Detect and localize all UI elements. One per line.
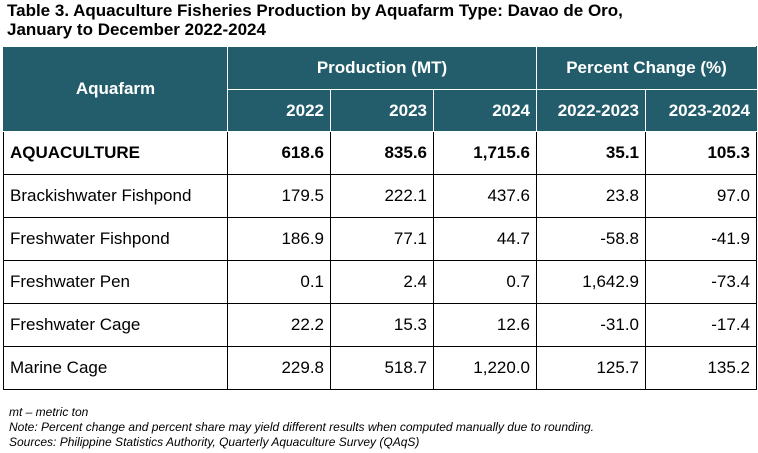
- cell-2023: 835.6: [330, 131, 434, 175]
- cell-change-2023-2024: 105.3: [645, 131, 758, 175]
- cell-2024: 1,715.6: [432, 131, 538, 175]
- cell-2023: 518.7: [330, 346, 434, 390]
- cell-change-2022-2023: 1,642.9: [536, 260, 647, 304]
- cell-2024: 44.7: [432, 217, 538, 261]
- cell-change-2022-2023: 23.8: [536, 174, 647, 218]
- cell-2024: 437.6: [432, 174, 538, 218]
- header-change-2023-2024: 2023-2024: [645, 89, 758, 132]
- rounding-note: Note: Percent change and percent share m…: [9, 420, 595, 434]
- header-year-2023: 2023: [330, 89, 434, 132]
- cell-change-2022-2023: 125.7: [536, 346, 647, 390]
- header-aquafarm: Aquafarm: [3, 46, 228, 132]
- table-row-aquaculture: AQUACULTURE 618.6 835.6 1,715.6 35.1 105…: [3, 131, 758, 175]
- table-title: Table 3. Aquaculture Fisheries Productio…: [7, 1, 752, 39]
- table-row: Freshwater Cage 22.2 15.3 12.6 -31.0 -17…: [3, 303, 758, 347]
- cell-2023: 2.4: [330, 260, 434, 304]
- cell-2022: 229.8: [227, 346, 331, 390]
- row-name: Freshwater Cage: [3, 303, 228, 347]
- row-name: AQUACULTURE: [3, 131, 228, 175]
- table-row: Freshwater Pen 0.1 2.4 0.7 1,642.9 -73.4: [3, 260, 758, 304]
- header-percent-change: Percent Change (%): [536, 46, 758, 90]
- cell-change-2022-2023: -58.8: [536, 217, 647, 261]
- cell-2023: 15.3: [330, 303, 434, 347]
- header-change-2022-2023: 2022-2023: [536, 89, 647, 132]
- row-name: Brackishwater Fishpond: [3, 174, 228, 218]
- cell-2022: 618.6: [227, 131, 331, 175]
- cell-change-2022-2023: 35.1: [536, 131, 647, 175]
- cell-2023: 77.1: [330, 217, 434, 261]
- cell-2022: 0.1: [227, 260, 331, 304]
- cell-2024: 0.7: [432, 260, 538, 304]
- table-title-line-1: Table 3. Aquaculture Fisheries Productio…: [7, 1, 623, 20]
- cell-change-2023-2024: -41.9: [645, 217, 758, 261]
- cell-2023: 222.1: [330, 174, 434, 218]
- cell-change-2022-2023: -31.0: [536, 303, 647, 347]
- cell-2022: 186.9: [227, 217, 331, 261]
- header-year-2022: 2022: [227, 89, 331, 132]
- production-table: Aquafarm Production (MT) Percent Change …: [3, 46, 758, 390]
- header-production: Production (MT): [226, 46, 538, 90]
- header-year-2024: 2024: [432, 89, 538, 132]
- cell-2022: 22.2: [227, 303, 331, 347]
- cell-2022: 179.5: [227, 174, 331, 218]
- source-note: Sources: Philippine Statistics Authority…: [9, 435, 420, 449]
- row-name: Freshwater Pen: [3, 260, 228, 304]
- cell-change-2023-2024: -17.4: [645, 303, 758, 347]
- table-title-line-2: January to December 2022-2024: [7, 20, 266, 39]
- cell-2024: 1,220.0: [432, 346, 538, 390]
- table-row: Freshwater Fishpond 186.9 77.1 44.7 -58.…: [3, 217, 758, 261]
- row-name: Freshwater Fishpond: [3, 217, 228, 261]
- cell-change-2023-2024: 97.0: [645, 174, 758, 218]
- cell-2024: 12.6: [432, 303, 538, 347]
- cell-change-2023-2024: -73.4: [645, 260, 758, 304]
- abbreviation-note: mt – metric ton: [9, 405, 89, 419]
- table-notes: mt – metric ton Note: Percent change and…: [9, 405, 594, 450]
- table-row: Brackishwater Fishpond 179.5 222.1 437.6…: [3, 174, 758, 218]
- row-name: Marine Cage: [3, 346, 228, 390]
- table-row: Marine Cage 229.8 518.7 1,220.0 125.7 13…: [3, 346, 758, 390]
- cell-change-2023-2024: 135.2: [645, 346, 758, 390]
